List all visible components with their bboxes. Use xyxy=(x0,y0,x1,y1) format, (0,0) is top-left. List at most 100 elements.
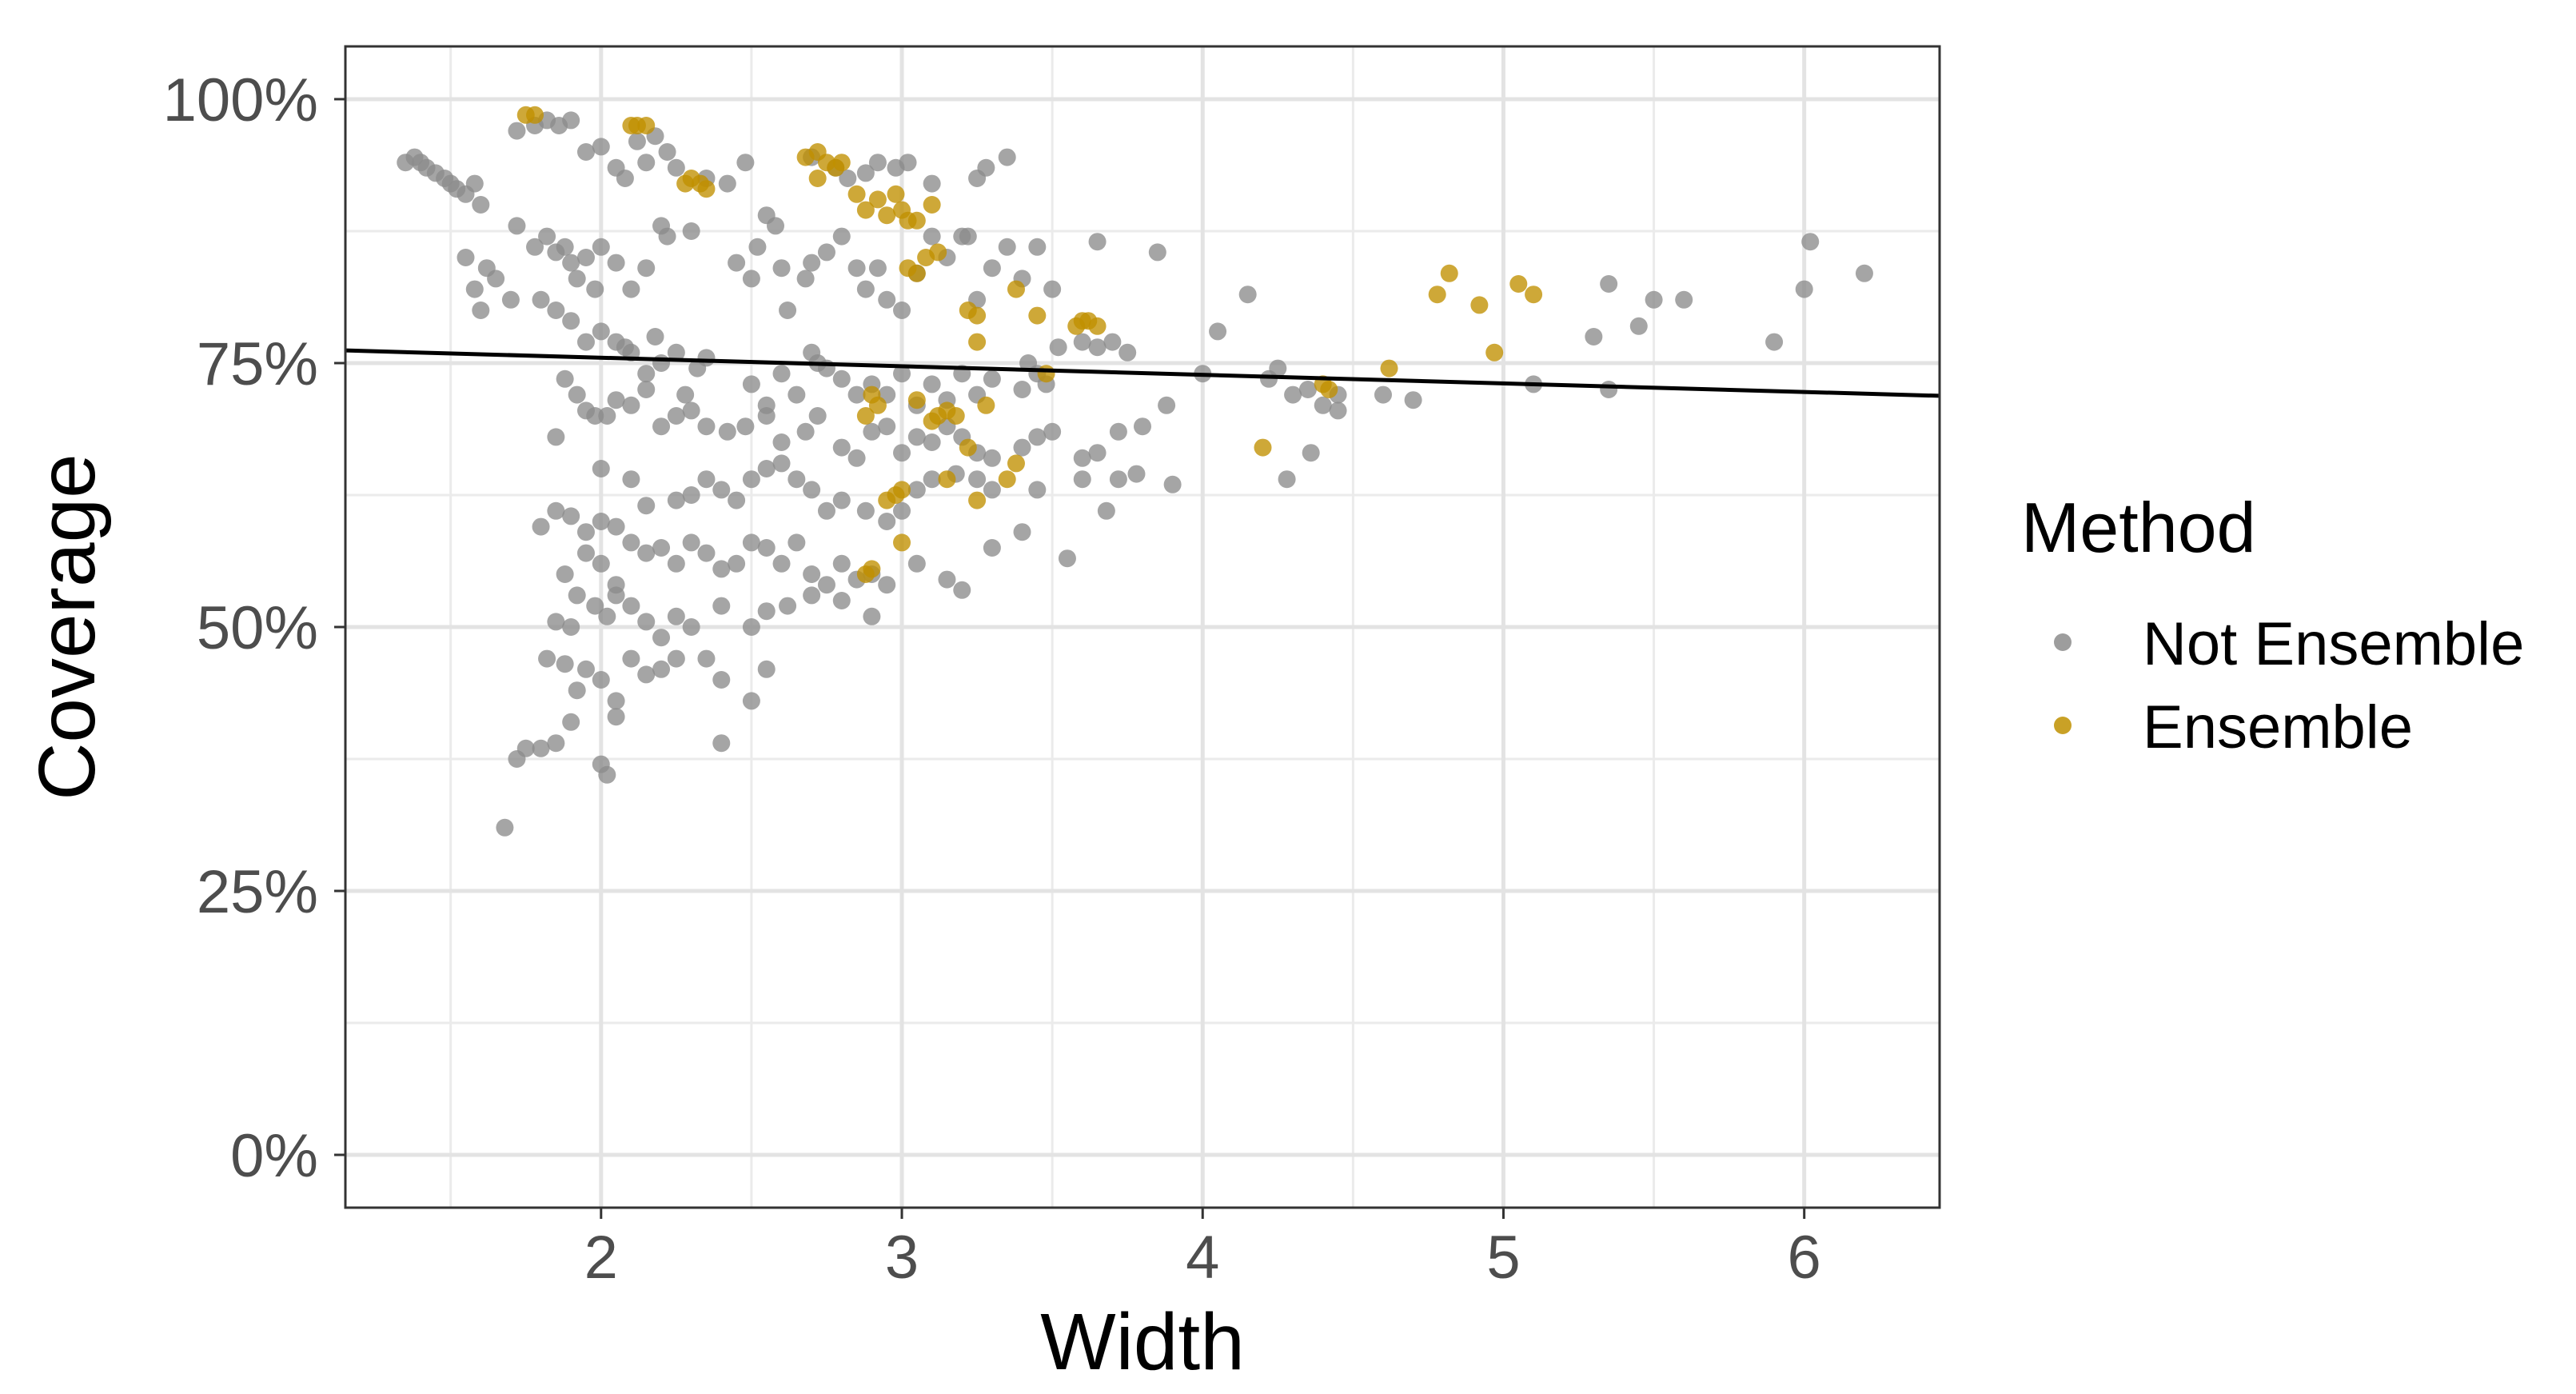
point-not-ensemble xyxy=(1127,465,1146,483)
point-not-ensemble xyxy=(742,470,760,489)
point-not-ensemble xyxy=(868,259,887,278)
point-not-ensemble xyxy=(772,454,791,473)
point-not-ensemble xyxy=(1163,475,1182,493)
point-not-ensemble xyxy=(788,533,806,552)
point-not-ensemble xyxy=(1269,359,1287,377)
point-not-ensemble xyxy=(847,259,866,278)
point-not-ensemble xyxy=(576,333,595,351)
x-tick-label: 5 xyxy=(1486,1224,1520,1292)
point-not-ensemble xyxy=(697,349,716,367)
point-not-ensemble xyxy=(893,444,911,462)
point-not-ensemble xyxy=(977,158,995,177)
x-axis: 2 3 4 5 6 xyxy=(584,1208,1821,1292)
point-ensemble xyxy=(1028,306,1047,325)
point-not-ensemble xyxy=(576,249,595,266)
point-not-ensemble xyxy=(1088,338,1107,357)
point-not-ensemble xyxy=(637,497,656,515)
point-not-ensemble xyxy=(562,254,580,272)
point-not-ensemble xyxy=(1374,385,1392,404)
point-not-ensemble xyxy=(637,154,656,172)
point-not-ensemble xyxy=(658,227,676,246)
point-not-ensemble xyxy=(832,369,851,388)
point-ensemble xyxy=(998,470,1016,489)
point-not-ensemble xyxy=(576,143,595,161)
point-ensemble xyxy=(878,206,896,225)
point-not-ensemble xyxy=(718,422,736,441)
point-not-ensemble xyxy=(712,734,731,753)
point-not-ensemble xyxy=(856,280,875,298)
point-not-ensemble xyxy=(652,629,671,647)
point-not-ensemble xyxy=(1119,343,1137,361)
point-not-ensemble xyxy=(697,649,716,668)
point-not-ensemble xyxy=(508,122,526,140)
point-not-ensemble xyxy=(718,174,736,193)
point-ensemble xyxy=(887,486,905,504)
point-not-ensemble xyxy=(863,607,881,625)
point-not-ensemble xyxy=(832,491,851,509)
grid-major xyxy=(345,46,1940,1208)
point-not-ensemble xyxy=(556,565,574,583)
point-ensemble xyxy=(968,491,987,509)
point-not-ensemble xyxy=(526,238,544,256)
point-not-ensemble xyxy=(742,692,760,710)
y-tick-label: 75% xyxy=(197,330,318,398)
point-not-ensemble xyxy=(923,470,941,489)
point-not-ensemble xyxy=(779,302,797,319)
point-ensemble xyxy=(1088,317,1107,335)
point-not-ensemble xyxy=(742,270,760,288)
point-not-ensemble xyxy=(622,533,640,552)
point-ensemble xyxy=(923,412,941,430)
point-not-ensemble xyxy=(803,586,821,605)
point-not-ensemble xyxy=(1795,280,1813,298)
point-ensemble xyxy=(977,396,995,414)
point-not-ensemble xyxy=(832,438,851,457)
x-tick-label: 4 xyxy=(1186,1224,1219,1292)
point-not-ensemble xyxy=(538,649,556,668)
point-not-ensemble xyxy=(465,280,484,298)
point-not-ensemble xyxy=(817,501,835,520)
point-ensemble xyxy=(1037,365,1055,383)
point-not-ensemble xyxy=(839,170,857,187)
point-ensemble xyxy=(1525,286,1543,304)
point-not-ensemble xyxy=(893,302,911,319)
point-not-ensemble xyxy=(598,607,616,625)
point-not-ensemble xyxy=(803,481,821,499)
point-not-ensemble xyxy=(736,154,755,172)
point-ensemble xyxy=(893,533,911,552)
point-not-ensemble xyxy=(868,154,887,172)
point-not-ensemble xyxy=(796,270,815,288)
point-ensemble xyxy=(856,201,875,219)
point-not-ensemble xyxy=(667,607,685,625)
point-not-ensemble xyxy=(532,517,550,536)
point-not-ensemble xyxy=(607,391,625,409)
point-not-ensemble xyxy=(832,227,851,246)
point-not-ensemble xyxy=(923,375,941,393)
x-tick-label: 2 xyxy=(584,1224,618,1292)
point-not-ensemble xyxy=(457,249,475,266)
data-points xyxy=(397,106,1873,837)
point-ensemble xyxy=(938,470,956,489)
point-not-ensemble xyxy=(622,470,640,489)
point-not-ensemble xyxy=(1073,470,1091,489)
point-not-ensemble xyxy=(682,222,700,240)
point-not-ensemble xyxy=(676,385,695,404)
point-not-ensemble xyxy=(878,417,896,436)
point-not-ensemble xyxy=(637,259,656,278)
point-not-ensemble xyxy=(1302,444,1320,462)
point-ensemble xyxy=(526,106,544,124)
point-ensemble xyxy=(863,560,881,578)
point-not-ensemble xyxy=(532,739,550,757)
point-not-ensemble xyxy=(856,164,875,182)
point-not-ensemble xyxy=(998,238,1016,256)
point-not-ensemble xyxy=(501,290,520,309)
point-not-ensemble xyxy=(682,618,700,636)
point-not-ensemble xyxy=(983,449,1001,467)
point-not-ensemble xyxy=(788,470,806,489)
point-not-ensemble xyxy=(728,254,746,272)
point-not-ensemble xyxy=(667,407,685,425)
point-not-ensemble xyxy=(592,671,610,689)
point-not-ensemble xyxy=(1088,233,1107,251)
point-not-ensemble xyxy=(1298,381,1317,398)
point-not-ensemble xyxy=(1585,328,1603,346)
